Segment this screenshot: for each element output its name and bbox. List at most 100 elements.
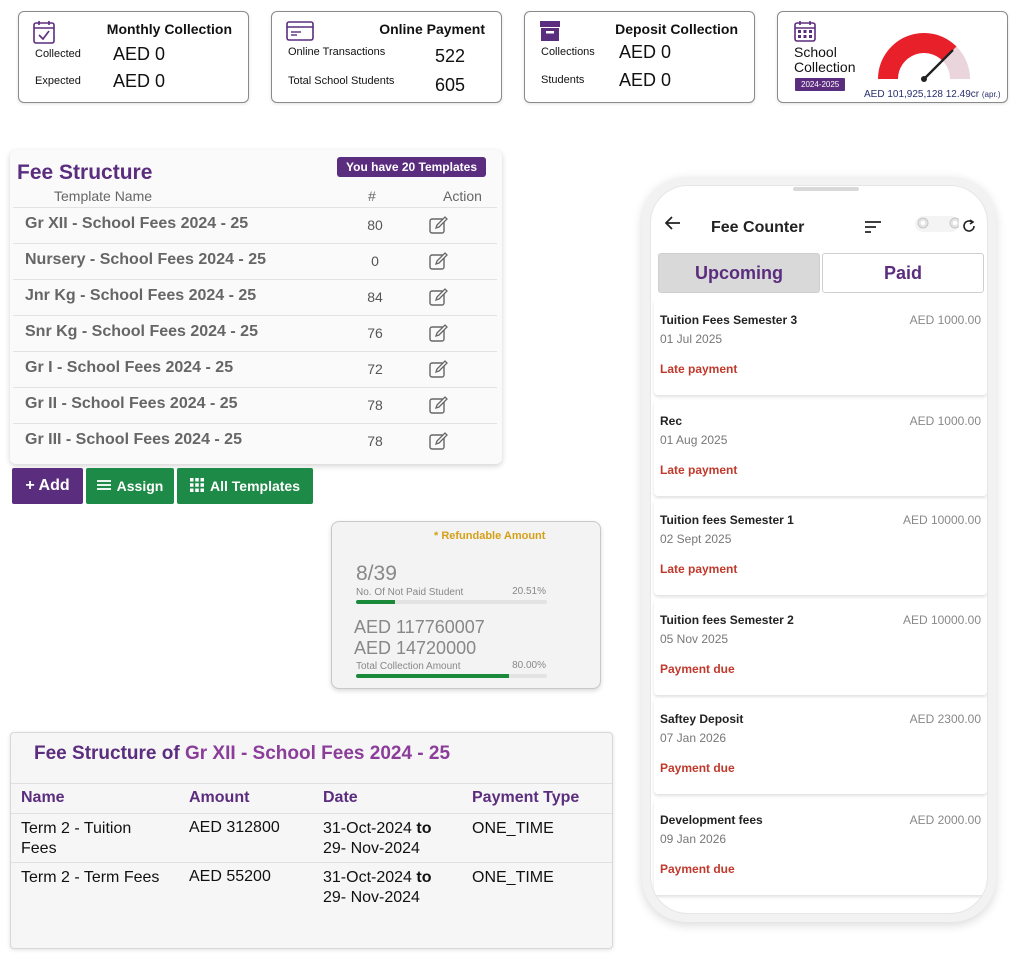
row-amount: AED 312800 <box>189 819 280 836</box>
not-paid-percent: 20.51% <box>512 586 546 597</box>
fee-status: Payment due <box>660 761 735 775</box>
expected-value: AED 0 <box>113 71 166 91</box>
card-title: Monthly Collection <box>106 21 232 37</box>
row-payment-type: ONE_TIME <box>472 820 554 837</box>
card-title: Deposit Collection <box>615 21 738 37</box>
template-name: Nursery - School Fees 2024 - 25 <box>25 251 266 268</box>
not-paid-label: No. Of Not Paid Student <box>356 587 464 598</box>
fee-counter-title: Fee Counter <box>711 219 805 236</box>
fee-date: 01 Aug 2025 <box>660 433 728 447</box>
table-row[interactable]: Gr II - School Fees 2024 - 25 78 <box>13 387 497 423</box>
fee-structure-panel: Fee Structure You have 20 Templates Temp… <box>10 150 502 464</box>
row-name: Term 2 - Tuition Fees <box>21 820 132 857</box>
list-icon <box>96 478 111 494</box>
list-item[interactable]: Tuition fees Semester 2 05 Nov 2025 Paym… <box>654 599 987 695</box>
template-count: 78 <box>367 397 383 413</box>
collected-value: AED 0 <box>113 44 166 64</box>
fee-name: Rec <box>660 414 683 428</box>
list-item[interactable]: Saftey Deposit 07 Jan 2026 Payment due A… <box>654 698 987 794</box>
back-arrow-icon[interactable] <box>664 216 681 235</box>
collections-value: AED 0 <box>619 42 672 62</box>
phone-frame: Fee Counter Upcoming Paid Tuition Fees S… <box>642 177 996 922</box>
col-date: Date <box>323 789 358 806</box>
students-value: 605 <box>435 75 466 95</box>
sort-icon[interactable] <box>865 220 881 238</box>
fee-status: Payment due <box>660 662 735 676</box>
collected-amount: AED 14720000 <box>354 638 477 658</box>
template-count: 80 <box>367 217 383 233</box>
edit-icon[interactable] <box>429 432 449 455</box>
archive-box-icon <box>539 20 561 47</box>
phone-screen: Fee Counter Upcoming Paid Tuition Fees S… <box>650 185 988 914</box>
not-paid-progress-bar <box>356 600 547 604</box>
template-count: 78 <box>367 433 383 449</box>
list-item[interactable]: Tuition fees Semester 1 02 Sept 2025 Lat… <box>654 499 987 595</box>
fee-structure-detail: Fee Structure of Gr XII - School Fees 20… <box>10 732 613 949</box>
students-value: AED 0 <box>619 70 672 90</box>
table-row[interactable]: Snr Kg - School Fees 2024 - 25 76 <box>13 315 497 351</box>
fee-amount: AED 10000.00 <box>902 613 981 627</box>
total-amount: AED 117760007 <box>354 617 485 637</box>
template-name: Gr II - School Fees 2024 - 25 <box>25 395 238 412</box>
list-item[interactable]: Tuition Fees Semester 3 01 Jul 2025 Late… <box>654 299 987 395</box>
template-count: 76 <box>367 325 383 341</box>
fee-date: 05 Nov 2025 <box>660 632 729 646</box>
row-amount: AED 55200 <box>189 868 271 885</box>
school-title-line2: Collection <box>794 59 856 75</box>
edit-icon[interactable] <box>429 252 449 275</box>
assign-button[interactable]: Assign <box>86 468 174 504</box>
edit-icon[interactable] <box>429 288 449 311</box>
table-row[interactable]: Gr XII - School Fees 2024 - 25 80 <box>13 207 497 243</box>
edit-icon[interactable] <box>429 324 449 347</box>
fee-status: Late payment <box>660 562 738 576</box>
refresh-icon[interactable] <box>962 219 976 238</box>
detail-title: Fee Structure of Gr XII - School Fees 20… <box>34 743 451 764</box>
add-button[interactable]: + Add <box>12 468 83 504</box>
row-name: Term 2 - Term Fees <box>21 869 160 886</box>
template-name: Snr Kg - School Fees 2024 - 25 <box>25 323 258 340</box>
calendar-grid-icon <box>794 20 816 47</box>
list-item[interactable]: Development fees 09 Jan 2026 Payment due… <box>654 799 987 895</box>
collection-label: Total Collection Amount <box>356 661 461 672</box>
assign-button-label: Assign <box>116 478 164 494</box>
fee-name: Tuition fees Semester 1 <box>660 513 794 527</box>
refundable-amount-panel: * Refundable Amount 8/39 No. Of Not Paid… <box>331 521 601 689</box>
calendar-check-icon <box>33 20 55 49</box>
edit-icon[interactable] <box>429 396 449 419</box>
fee-date: 07 Jan 2026 <box>660 731 727 745</box>
online-payment-card: Online Payment Online Transactions 522 T… <box>271 11 502 103</box>
table-row[interactable]: Gr I - School Fees 2024 - 25 72 <box>13 351 497 387</box>
school-amount: AED 101,925,128 12.49cr (apr.) <box>864 89 1001 100</box>
collection-gauge <box>878 33 970 82</box>
template-name: Gr XII - School Fees 2024 - 25 <box>25 215 249 232</box>
students-label: Students <box>541 74 585 86</box>
row-payment-type: ONE_TIME <box>472 869 554 886</box>
school-collection-card: School Collection 2024-2025 AED 101,925,… <box>777 11 1008 103</box>
not-paid-ratio: 8/39 <box>356 562 397 585</box>
table-row[interactable]: Gr III - School Fees 2024 - 25 78 <box>13 423 497 459</box>
tab-paid[interactable]: Paid <box>822 253 984 293</box>
table-row[interactable]: Nursery - School Fees 2024 - 25 0 <box>13 243 497 279</box>
transactions-value: 522 <box>435 46 466 66</box>
students-label: Total School Students <box>288 75 395 87</box>
all-templates-button[interactable]: All Templates <box>177 468 313 504</box>
fee-name: Tuition Fees Semester 3 <box>660 313 798 327</box>
grid-icon <box>190 477 204 495</box>
year-badge: 2024-2025 <box>795 78 846 91</box>
table-row[interactable]: Jnr Kg - School Fees 2024 - 25 84 <box>13 279 497 315</box>
card-icon <box>286 20 314 47</box>
all-templates-button-label: All Templates <box>210 478 300 494</box>
edit-icon[interactable] <box>429 216 449 239</box>
transactions-label: Online Transactions <box>288 46 386 58</box>
fee-amount: AED 1000.00 <box>909 313 981 327</box>
refundable-label: * Refundable Amount <box>434 530 546 542</box>
fee-structure-title: Fee Structure <box>17 161 153 184</box>
expected-label: Expected <box>35 75 81 87</box>
tab-upcoming[interactable]: Upcoming <box>658 253 820 293</box>
camera-icon <box>915 216 961 237</box>
template-count-badge: You have 20 Templates <box>337 157 486 177</box>
fee-amount: AED 2300.00 <box>909 712 981 726</box>
collected-label: Collected <box>35 48 81 60</box>
list-item[interactable]: Rec 01 Aug 2025 Late payment AED 1000.00 <box>654 400 987 496</box>
edit-icon[interactable] <box>429 360 449 383</box>
